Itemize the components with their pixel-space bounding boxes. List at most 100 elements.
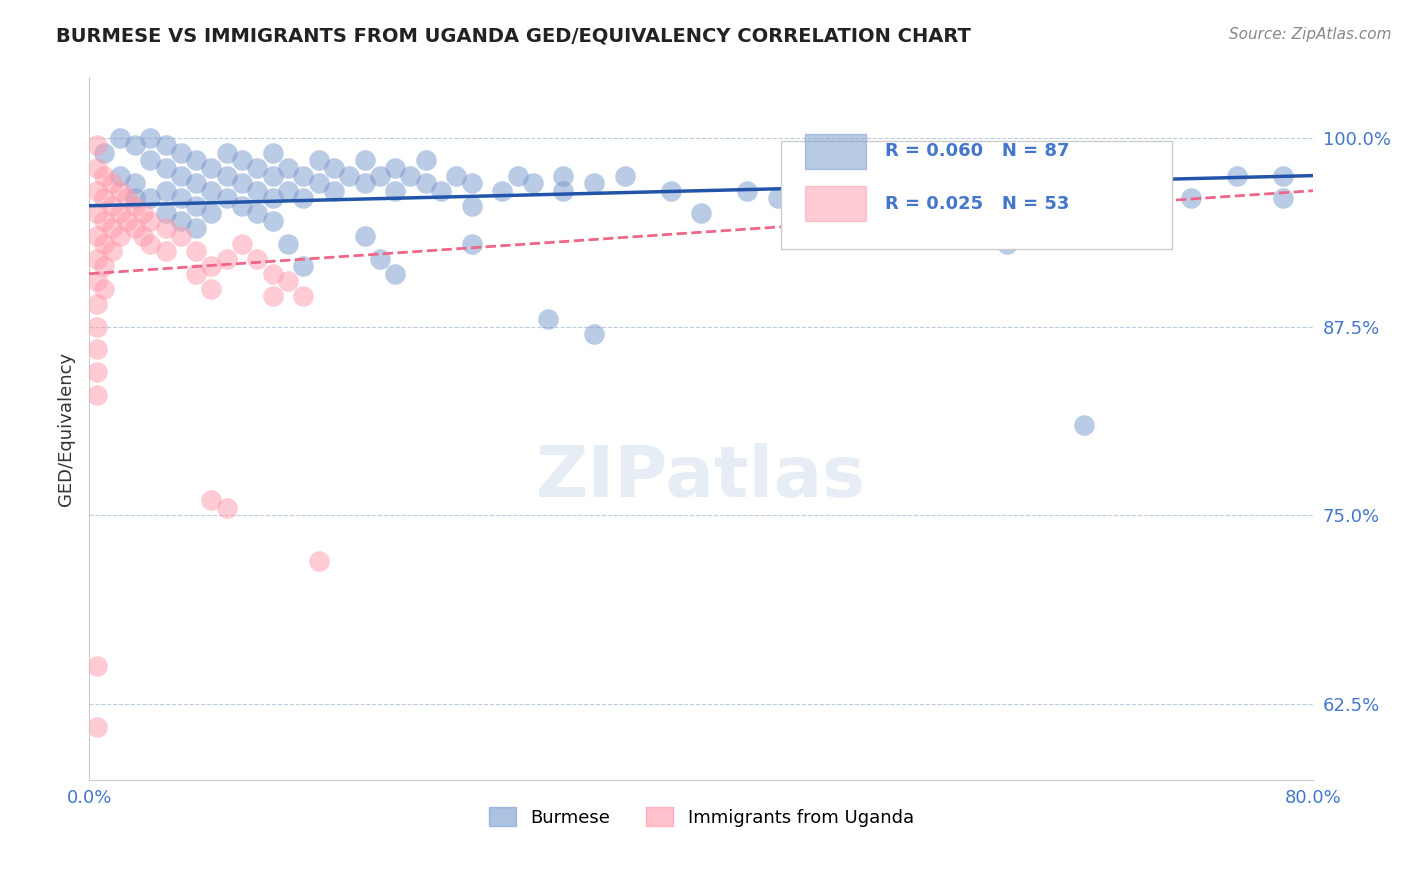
Point [231, 236, 253, 251]
Bar [806, 186, 866, 221]
Point [86, 161, 108, 175]
Point [200, 282, 222, 296]
Point [506, 169, 529, 183]
Point [491, 184, 513, 198]
Point [920, 176, 942, 190]
Point [93, 214, 115, 228]
Point [86, 229, 108, 244]
Point [262, 145, 284, 160]
Point [262, 214, 284, 228]
Point [292, 191, 315, 205]
Point [93, 259, 115, 273]
Point [86, 343, 108, 357]
Point [215, 252, 238, 266]
Point [155, 138, 177, 153]
Point [246, 161, 269, 175]
Point [108, 131, 131, 145]
Point [139, 131, 162, 145]
Text: BURMESE VS IMMIGRANTS FROM UGANDA GED/EQUIVALENCY CORRELATION CHART: BURMESE VS IMMIGRANTS FROM UGANDA GED/EQ… [56, 27, 972, 45]
Point [108, 169, 131, 183]
Point [277, 274, 299, 288]
Text: Source: ZipAtlas.com: Source: ZipAtlas.com [1229, 27, 1392, 42]
Point [262, 169, 284, 183]
Point [155, 184, 177, 198]
Point [246, 184, 269, 198]
Point [86, 365, 108, 379]
Point [215, 169, 238, 183]
Point [1073, 417, 1095, 432]
Point [108, 206, 131, 220]
Point [86, 720, 108, 734]
Point [460, 236, 482, 251]
Point [139, 214, 162, 228]
Point [262, 289, 284, 303]
Point [93, 236, 115, 251]
Point [1073, 184, 1095, 198]
Point [200, 161, 222, 175]
Point [170, 191, 193, 205]
Point [86, 184, 108, 198]
Point [86, 297, 108, 311]
Point [935, 199, 957, 213]
Point [583, 327, 606, 342]
Point [277, 161, 299, 175]
Point [170, 229, 193, 244]
Point [690, 206, 713, 220]
Y-axis label: GED/Equivalency: GED/Equivalency [58, 351, 75, 506]
Point [108, 229, 131, 244]
Point [308, 153, 330, 168]
Point [124, 199, 146, 213]
Text: R = 0.060   N = 87: R = 0.060 N = 87 [884, 142, 1070, 161]
Point [215, 145, 238, 160]
Point [399, 169, 422, 183]
Point [277, 236, 299, 251]
Point [613, 169, 636, 183]
Point [186, 267, 208, 281]
Bar [806, 134, 866, 169]
Point [117, 191, 139, 205]
Point [292, 169, 315, 183]
Point [93, 145, 115, 160]
Point [108, 184, 131, 198]
Point [430, 184, 453, 198]
Point [337, 169, 360, 183]
Point [86, 252, 108, 266]
Point [322, 161, 344, 175]
Point [308, 554, 330, 568]
Point [277, 184, 299, 198]
Point [308, 176, 330, 190]
Point [124, 176, 146, 190]
Point [353, 229, 375, 244]
Point [131, 229, 153, 244]
Point [86, 274, 108, 288]
Point [844, 169, 866, 183]
Point [368, 169, 391, 183]
Point [86, 206, 108, 220]
Point [1271, 169, 1294, 183]
Point [292, 259, 315, 273]
Point [186, 244, 208, 258]
Point [186, 153, 208, 168]
Point [262, 191, 284, 205]
Point [139, 191, 162, 205]
Point [262, 267, 284, 281]
Point [415, 176, 437, 190]
Point [124, 138, 146, 153]
Point [131, 206, 153, 220]
Point [86, 387, 108, 401]
Point [415, 153, 437, 168]
Point [659, 184, 682, 198]
Point [139, 153, 162, 168]
Point [537, 312, 560, 326]
Point [553, 169, 575, 183]
Point [995, 236, 1018, 251]
Point [93, 191, 115, 205]
Point [384, 184, 406, 198]
Point [460, 199, 482, 213]
Point [231, 176, 253, 190]
Point [200, 493, 222, 508]
Point [86, 319, 108, 334]
Legend: Burmese, Immigrants from Uganda: Burmese, Immigrants from Uganda [481, 800, 921, 834]
Point [292, 289, 315, 303]
Point [155, 244, 177, 258]
